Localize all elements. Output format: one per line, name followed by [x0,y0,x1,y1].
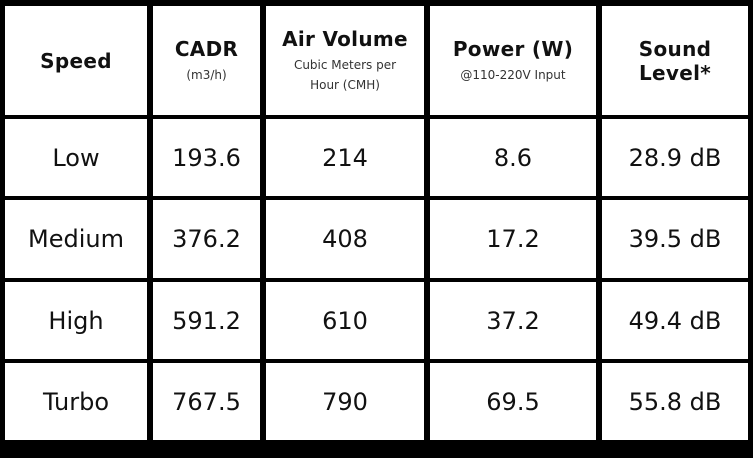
cell-value: 69.5 [486,387,540,416]
cell-value: 37.2 [486,306,540,335]
table-cell-sound-level: 49.4 dB [602,282,748,359]
table-cell-power: 17.2 [430,200,596,278]
cell-value: 39.5 dB [628,225,722,253]
table-cell-air-volume: 790 [266,363,424,440]
table-cell-air-volume: 214 [266,119,424,196]
cell-value: 17.2 [486,225,540,253]
table-cell-cadr: 376.2 [153,200,260,278]
table-cell-sound-level: 39.5 dB [602,200,748,278]
header-title: CADR [174,36,239,61]
cell-value: 610 [322,306,368,335]
table-cell-speed: Medium [5,200,147,278]
header-cell-power: Power (W) @110-220V Input [430,6,596,115]
table-cell-sound-level: 55.8 dB [602,363,748,440]
table-cell-air-volume: 408 [266,200,424,278]
table-cell-cadr: 193.6 [153,119,260,196]
cell-value: Turbo [42,387,109,416]
cell-value: High [48,306,104,335]
cell-value: 408 [322,225,368,253]
header-cell-cadr: CADR (m3/h) [153,6,260,115]
table-cell-air-volume: 610 [266,282,424,359]
cell-value: Medium [28,225,124,253]
cell-value: 376.2 [172,225,241,253]
table-cell-speed: Low [5,119,147,196]
table-cell-power: 37.2 [430,282,596,359]
cell-value: Low [52,143,100,172]
cell-value: 790 [322,387,368,416]
table-cell-speed: Turbo [5,363,147,440]
cell-value: 767.5 [172,387,241,416]
header-title: Power (W) [452,36,574,61]
header-subtitle: (m3/h) [186,67,227,82]
header-cell-air-volume: Air Volume Cubic Meters per Hour (CMH) [266,6,424,115]
table-cell-cadr: 767.5 [153,363,260,440]
header-title: Air Volume [282,26,408,51]
header-title: Sound Level* [638,36,712,85]
table-cell-speed: High [5,282,147,359]
table-cell-sound-level: 28.9 dB [602,119,748,196]
header-cell-sound-level: Sound Level* [602,6,748,115]
cell-value: 55.8 dB [628,387,722,416]
cell-value: 193.6 [172,143,241,172]
table-cell-power: 69.5 [430,363,596,440]
table-cell-power: 8.6 [430,119,596,196]
header-subtitle: @110-220V Input [460,67,566,82]
cell-value: 28.9 dB [628,143,722,172]
table-cell-cadr: 591.2 [153,282,260,359]
header-cell-speed: Speed [5,6,147,115]
header-title: Speed [40,48,112,73]
cell-value: 214 [322,143,368,172]
cell-value: 8.6 [493,143,533,172]
header-subtitle: Cubic Meters per Hour (CMH) [293,57,397,92]
cell-value: 591.2 [172,306,241,335]
cell-value: 49.4 dB [628,306,722,335]
